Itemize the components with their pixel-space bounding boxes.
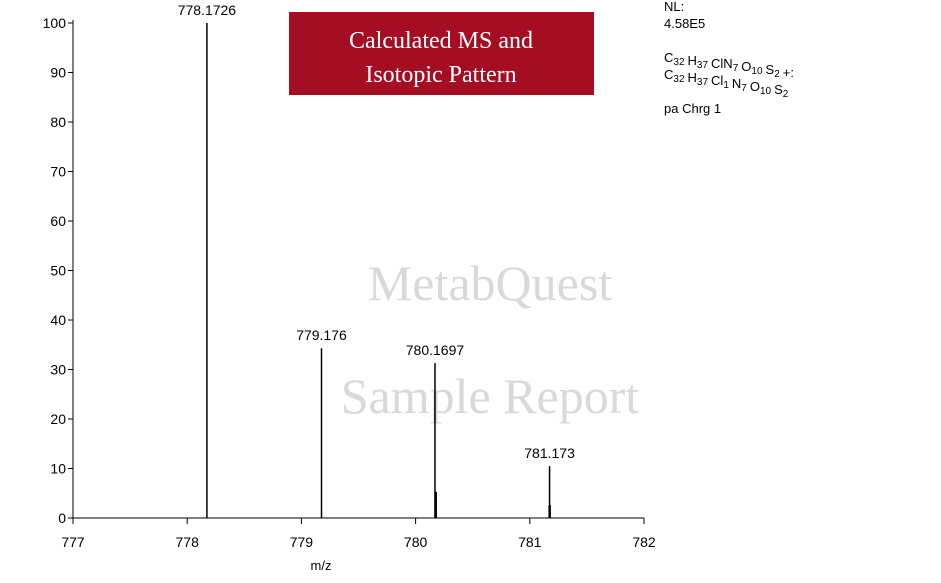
element: O [750,79,760,94]
x-tick-label: 782 [632,534,656,550]
element: O [741,59,751,74]
subscript: 10 [751,66,763,77]
y-tick-label: 60 [50,213,66,229]
info-charge: pa Chrg 1 [664,101,721,116]
x-tick-label: 780 [404,534,428,550]
y-tick-label: 100 [43,15,67,31]
y-tick-label: 10 [50,461,66,477]
element: S [774,82,783,97]
y-tick-label: 0 [58,510,66,526]
x-tick-label: 779 [290,534,314,550]
formula: C32 H37 ClN7 O10 S2 +: [664,50,794,80]
subscript: 32 [673,57,685,68]
peak-label: 779.176 [296,327,347,343]
x-axis-label: m/z [311,558,332,573]
subscript: 37 [697,77,709,88]
x-tick-label: 781 [518,534,542,550]
subscript: 37 [697,60,709,71]
peak-label: 781.173 [524,445,575,461]
y-tick-label: 80 [50,114,66,130]
y-tick-label: 30 [50,362,66,378]
info-value: 4.58E5 [664,16,705,31]
subscript: 1 [723,80,729,91]
banner-line: Isotopic Pattern [365,62,516,88]
element: C [664,67,673,82]
watermark: MetabQuest [368,255,612,311]
subscript: 2 [783,89,789,100]
watermark: Sample Report [341,368,640,424]
subscript: 2 [774,69,780,80]
element: S [766,62,775,77]
banner-box [289,12,594,95]
element: ClN [711,56,733,71]
subscript: 7 [741,83,747,94]
element: H [688,53,697,68]
element: N [732,76,741,91]
element: +: [783,65,794,80]
y-tick-label: 70 [50,164,66,180]
element: Cl [711,73,723,88]
y-tick-label: 20 [50,411,66,427]
banner-line: Calculated MS and [349,28,533,54]
subscript: 32 [673,74,685,85]
y-tick-label: 90 [50,65,66,81]
formula: C32 H37 Cl1 N7 O10 S2 [664,67,789,100]
info-label: NL: [664,0,684,14]
y-tick-label: 40 [50,312,66,328]
peak-label: 780.1697 [406,342,465,358]
subscript: 7 [733,63,739,74]
peak-label: 778.1726 [178,2,237,18]
y-tick-label: 50 [50,263,66,279]
element: C [664,50,673,65]
element: H [688,70,697,85]
x-tick-label: 778 [176,534,200,550]
x-tick-label: 777 [61,534,85,550]
subscript: 10 [760,86,772,97]
